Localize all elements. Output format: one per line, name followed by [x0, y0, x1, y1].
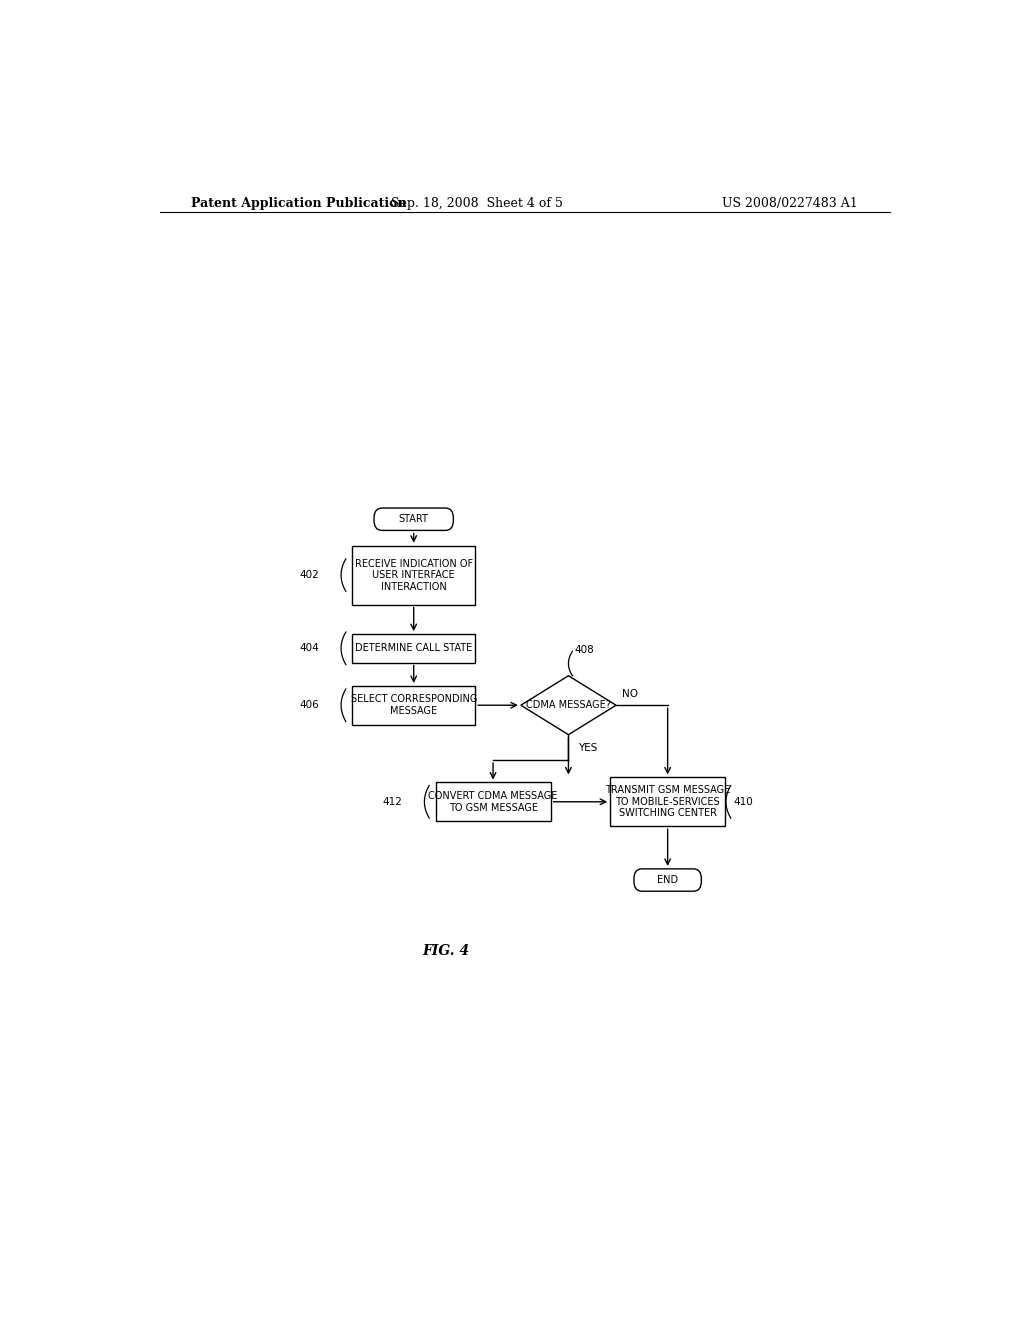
Text: NO: NO [623, 689, 638, 700]
FancyBboxPatch shape [352, 634, 475, 663]
Text: 402: 402 [299, 570, 318, 579]
Text: RECEIVE INDICATION OF
USER INTERFACE
INTERACTION: RECEIVE INDICATION OF USER INTERFACE INT… [354, 558, 473, 591]
FancyBboxPatch shape [634, 869, 701, 891]
Text: Patent Application Publication: Patent Application Publication [191, 197, 407, 210]
Text: CDMA MESSAGE?: CDMA MESSAGE? [526, 700, 611, 710]
Text: FIG. 4: FIG. 4 [422, 944, 469, 958]
Text: TRANSMIT GSM MESSAGE
TO MOBILE-SERVICES
SWITCHING CENTER: TRANSMIT GSM MESSAGE TO MOBILE-SERVICES … [605, 785, 730, 818]
Text: SELECT CORRESPONDING
MESSAGE: SELECT CORRESPONDING MESSAGE [350, 694, 477, 715]
Text: US 2008/0227483 A1: US 2008/0227483 A1 [722, 197, 858, 210]
FancyBboxPatch shape [352, 686, 475, 725]
Text: CONVERT CDMA MESSAGE
TO GSM MESSAGE: CONVERT CDMA MESSAGE TO GSM MESSAGE [428, 791, 558, 813]
Text: Sep. 18, 2008  Sheet 4 of 5: Sep. 18, 2008 Sheet 4 of 5 [391, 197, 563, 210]
Text: 404: 404 [299, 643, 318, 653]
FancyBboxPatch shape [374, 508, 454, 531]
Text: 408: 408 [574, 645, 595, 656]
Text: START: START [398, 515, 429, 524]
Text: DETERMINE CALL STATE: DETERMINE CALL STATE [355, 643, 472, 653]
Text: 412: 412 [382, 797, 402, 807]
FancyBboxPatch shape [435, 783, 551, 821]
Text: YES: YES [578, 743, 597, 752]
FancyBboxPatch shape [610, 777, 725, 826]
Text: 406: 406 [299, 700, 318, 710]
FancyBboxPatch shape [352, 545, 475, 605]
Text: 410: 410 [733, 797, 753, 807]
Text: END: END [657, 875, 678, 884]
Polygon shape [521, 676, 616, 735]
